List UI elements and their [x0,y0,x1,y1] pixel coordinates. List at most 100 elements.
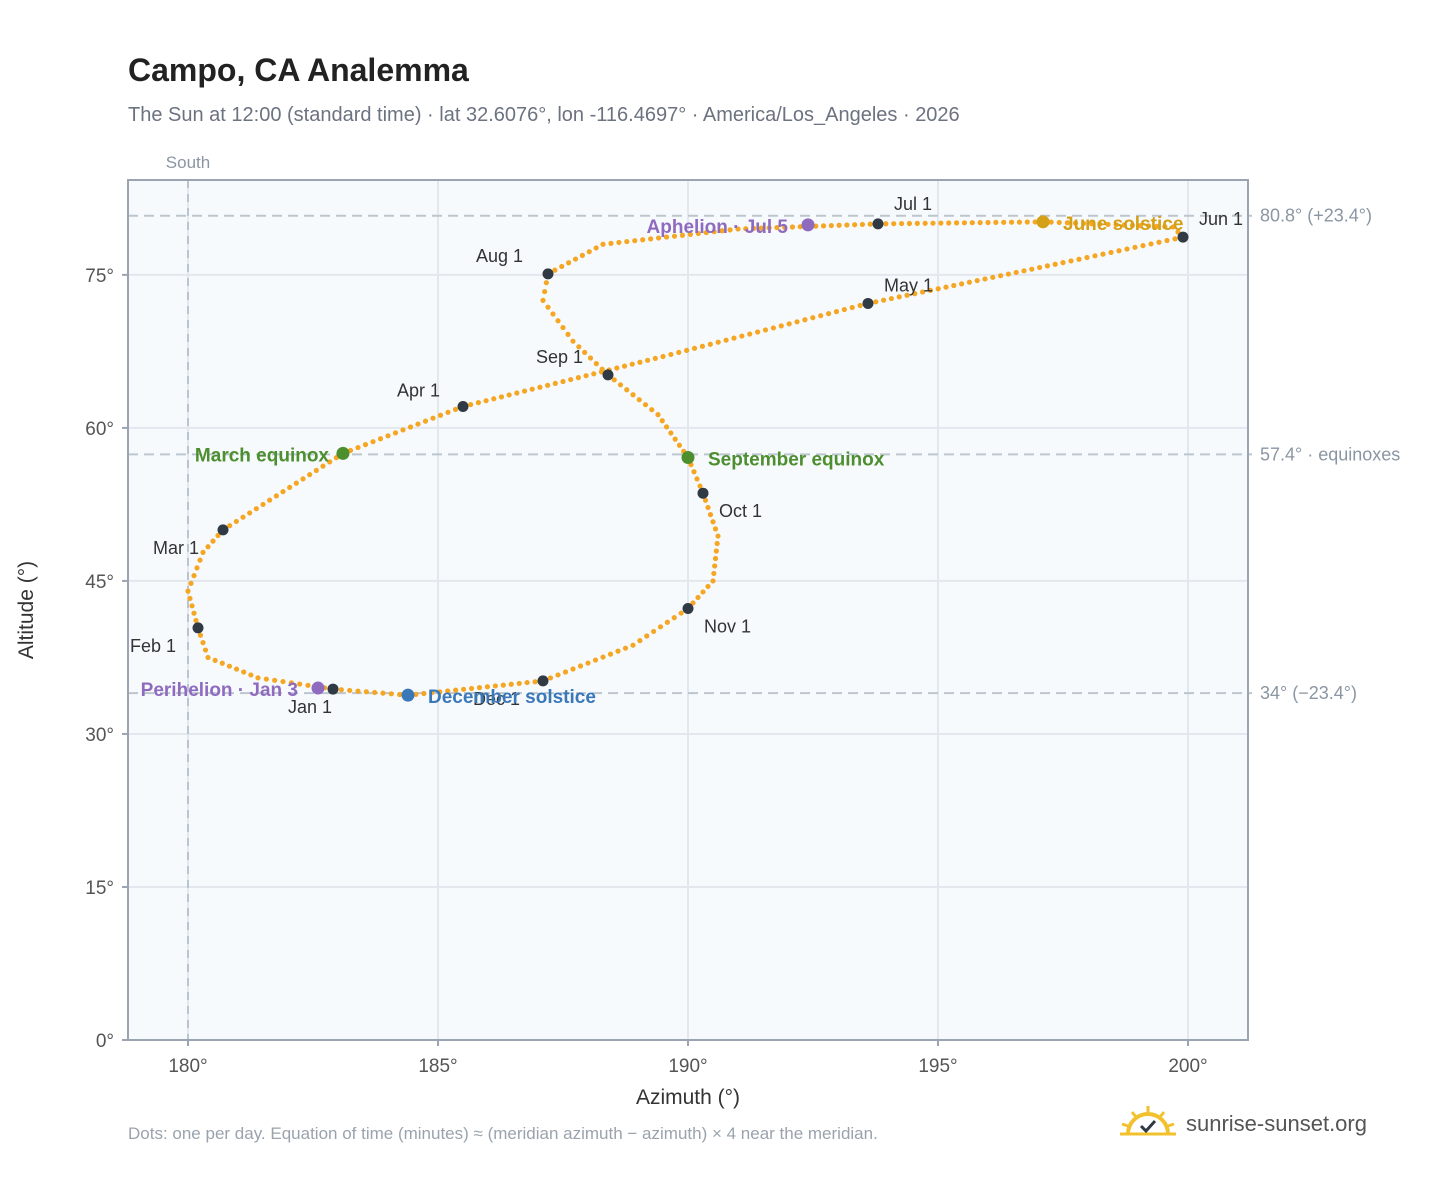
daily-dot [297,681,303,687]
daily-dot [883,221,889,227]
daily-dot [1108,249,1114,256]
daily-dot [711,570,717,577]
daily-dot [1156,239,1162,245]
daily-dot [977,220,983,226]
daily-dot [372,689,378,696]
daily-dot [355,688,361,694]
daily-dot [484,684,491,690]
daily-dot [1021,268,1027,274]
daily-dot [392,430,399,436]
meridian-label: South [166,153,210,172]
month-label: May 1 [884,275,933,295]
daily-dot [1089,221,1095,227]
daily-dot [562,669,569,675]
daily-dot [576,344,582,350]
daily-dot [437,689,443,695]
daily-dot [715,533,721,539]
brand-text: sunrise-sunset.org [1186,1111,1367,1136]
daily-dot [568,376,574,383]
daily-dot [491,396,497,402]
daily-dot [938,220,944,226]
daily-dot [707,512,714,518]
x-tick-label: 190° [668,1056,707,1077]
daily-dot [1154,223,1160,229]
daily-dot [712,526,719,532]
event-label: Aphelion · Jul 5 [647,217,789,238]
daily-dot [200,549,206,555]
daily-dot [565,331,571,337]
daily-dot [388,691,394,697]
month-marker [542,268,554,280]
brand-logo[interactable]: sunrise-sunset.org [1120,1104,1367,1144]
daily-dot [624,238,630,245]
daily-dot [802,317,808,323]
daily-dot [1068,258,1074,264]
daily-dot [293,480,299,486]
month-label: Dec 1 [473,689,520,709]
daily-dot [691,469,697,475]
daily-dot [260,501,266,508]
daily-dot [668,430,674,436]
month-marker [697,487,709,499]
daily-dot [380,690,386,696]
daily-dot [906,220,913,227]
daily-dot [593,361,599,367]
event-marker [336,446,350,460]
daily-dot [859,221,866,228]
daily-dot [676,442,683,448]
daily-dot [500,682,506,688]
daily-dot [194,565,200,571]
daily-dot [233,518,239,525]
daily-dot [786,321,792,327]
daily-dot [873,299,879,305]
x-tick-label: 200° [1168,1056,1207,1077]
daily-dot [671,615,677,621]
daily-dot [585,660,591,666]
daily-dot [1092,253,1098,259]
daily-dot [629,361,635,367]
daily-dot [1116,248,1122,254]
daily-dot [930,220,936,226]
daily-dot [699,343,706,349]
daily-dot [1072,220,1079,226]
daily-dot [1060,260,1066,266]
daily-dot [422,418,429,424]
daily-dot [993,219,999,226]
daily-dot [1140,243,1146,249]
daily-dot [755,329,761,335]
daily-dot [912,291,918,297]
daily-dot [226,663,233,669]
daily-dot [1162,224,1168,230]
daily-dot [758,225,764,231]
daily-dot [280,678,286,685]
month-label: Sep 1 [536,347,583,367]
chart-subtitle: The Sun at 12:00 (standard time) · lat 3… [128,104,960,126]
daily-dot [498,394,505,400]
daily-dot [273,493,279,499]
daily-dot [828,222,834,229]
daily-dot [550,311,556,317]
daily-dot [347,687,353,694]
month-marker [1177,231,1189,243]
daily-dot [684,347,690,353]
daily-dot [572,256,579,262]
month-marker [457,400,469,412]
daily-dot [836,222,842,228]
daily-dot [707,341,713,347]
daily-dot [202,647,209,653]
daily-dot [355,444,361,451]
daily-dot [652,355,658,362]
x-tick-label: 185° [418,1056,457,1077]
daily-dot [212,657,218,663]
daily-dot [841,306,847,313]
daily-dot [591,371,597,377]
footnote: Dots: one per day. Equation of time (min… [128,1124,878,1143]
daily-dot [663,234,670,240]
daily-dot [193,617,199,624]
daily-dot [233,666,240,672]
daily-dot [1081,220,1087,227]
month-label: Feb 1 [130,636,176,656]
month-label: Aug 1 [476,246,523,266]
event-marker [681,450,695,464]
